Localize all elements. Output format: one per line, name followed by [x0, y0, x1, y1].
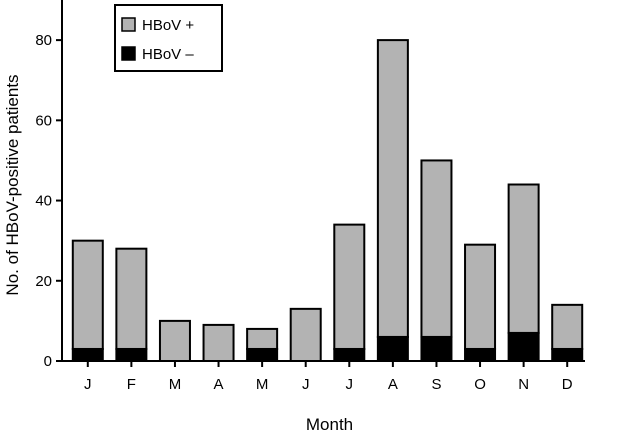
x-tick-label: N — [518, 376, 529, 393]
bar-segment-hbov-negative — [71, 347, 104, 363]
x-tick-label: J — [346, 376, 354, 393]
y-ticks: 0 20 40 60 80 — [35, 32, 62, 370]
bar-segment-hbov-positive — [158, 319, 191, 362]
y-axis-title: No. of HBoV-positive patients — [3, 74, 22, 295]
legend-swatch — [121, 17, 136, 32]
x-tick-label: A — [388, 376, 398, 393]
bar-segment-hbov-positive — [289, 307, 322, 363]
bar-segment-hbov-positive — [333, 223, 366, 350]
legend-label: HBoV – — [142, 46, 194, 63]
x-tick-label: S — [431, 376, 441, 393]
y-tick-label: 40 — [35, 193, 52, 210]
x-tick-label: M — [256, 376, 269, 393]
x-tick-label: D — [562, 376, 573, 393]
bar-segment-hbov-positive — [115, 247, 148, 350]
legend-label: HBoV + — [142, 17, 194, 34]
x-tick-label: F — [127, 376, 136, 393]
bar-segment-hbov-positive — [551, 303, 584, 350]
bar-segment-hbov-negative — [376, 335, 409, 362]
axes-layer — [61, 0, 585, 362]
y-tick-label: 60 — [35, 112, 52, 129]
bar-segment-hbov-positive — [464, 243, 497, 350]
y-tick-label: 20 — [35, 273, 52, 290]
x-tick-label: M — [169, 376, 182, 393]
legend-box — [114, 4, 223, 72]
bar-segment-hbov-negative — [246, 347, 279, 363]
legend: HBoV + HBoV – — [114, 4, 223, 72]
y-tick-label: 0 — [44, 353, 52, 370]
bar-segment-hbov-negative — [507, 331, 540, 362]
bar-segment-hbov-negative — [551, 347, 584, 363]
x-tick-label: J — [84, 376, 92, 393]
bar-segment-hbov-negative — [464, 347, 497, 363]
bar-segment-hbov-positive — [420, 159, 453, 338]
bar-segment-hbov-positive — [376, 39, 409, 338]
y-tick-label: 80 — [35, 32, 52, 49]
x-tick-label: A — [214, 376, 224, 393]
x-axis-title: Month — [306, 415, 353, 434]
bar-segment-hbov-positive — [202, 323, 235, 362]
x-tick-label: O — [474, 376, 486, 393]
bar-segment-hbov-positive — [507, 183, 540, 334]
bar-segment-hbov-positive — [71, 239, 104, 350]
x-tick-label: J — [302, 376, 310, 393]
bars-layer — [71, 39, 584, 363]
bar-segment-hbov-negative — [333, 347, 366, 363]
bar-segment-hbov-negative — [115, 347, 148, 363]
legend-swatch — [121, 46, 136, 61]
bar-segment-hbov-positive — [246, 327, 279, 350]
bar-segment-hbov-negative — [420, 335, 453, 362]
